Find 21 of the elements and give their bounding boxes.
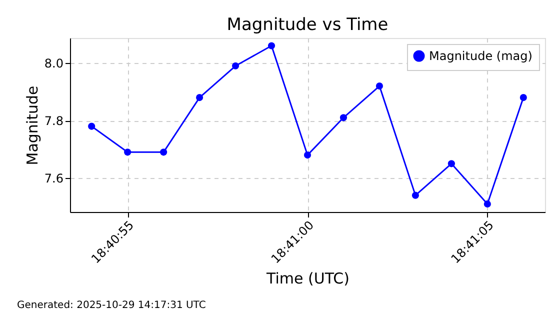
y-axis-title: Magnitude bbox=[23, 86, 42, 166]
point bbox=[340, 114, 348, 122]
point bbox=[160, 148, 168, 156]
text: Generated: 2025-10-29 14:17:31 UTC bbox=[17, 300, 206, 311]
y-tick-label: 8.0 bbox=[44, 56, 64, 71]
point bbox=[520, 94, 527, 102]
point bbox=[124, 148, 132, 156]
point bbox=[412, 192, 419, 199]
point bbox=[484, 200, 491, 208]
point bbox=[376, 82, 384, 90]
point bbox=[304, 152, 312, 159]
point bbox=[448, 160, 455, 168]
point bbox=[268, 42, 276, 50]
x-axis-title: Time (UTC) bbox=[266, 269, 350, 288]
point bbox=[196, 94, 204, 102]
point bbox=[232, 62, 240, 70]
y-tick-label: 7.8 bbox=[44, 114, 64, 128]
chart-title: Magnitude vs Time bbox=[226, 15, 388, 35]
y-tick-label: 7.6 bbox=[44, 172, 64, 186]
point bbox=[88, 122, 96, 130]
legend-label: Magnitude (mag) bbox=[429, 49, 532, 63]
